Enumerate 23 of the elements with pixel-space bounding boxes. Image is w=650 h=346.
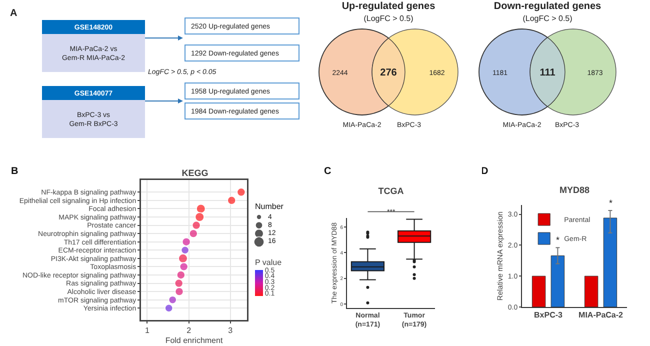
annotation: * [609, 198, 613, 208]
annotation: * [556, 235, 560, 245]
text: D [481, 166, 488, 177]
x-tick-label: MIA-PaCa-2 [578, 310, 624, 320]
x-tick-label: BxPC-3 [534, 310, 564, 320]
text: 111 [540, 68, 556, 78]
text: (LogFC > 0.5) [522, 14, 573, 23]
chart-title: MYD88 [559, 185, 590, 196]
text: Up-regulated genes [342, 1, 436, 12]
x-tick-label: 2 [186, 326, 192, 336]
chart-title: KEGG [182, 168, 208, 178]
text: A [10, 8, 18, 19]
text: (LogFC > 0.5) [364, 14, 414, 23]
text: B [11, 166, 18, 177]
chart-title: TCGA [378, 186, 404, 196]
x-tick-label: 3 [228, 326, 234, 336]
text: C [324, 166, 332, 177]
x-tick-label: 1 [145, 326, 150, 336]
legend-title: Number [255, 202, 284, 211]
text: Down-regulated genes [494, 1, 602, 12]
text: 276 [380, 68, 398, 78]
color-bar-title: P value [255, 258, 282, 267]
x-axis-title: Fold enrichment [165, 336, 224, 345]
